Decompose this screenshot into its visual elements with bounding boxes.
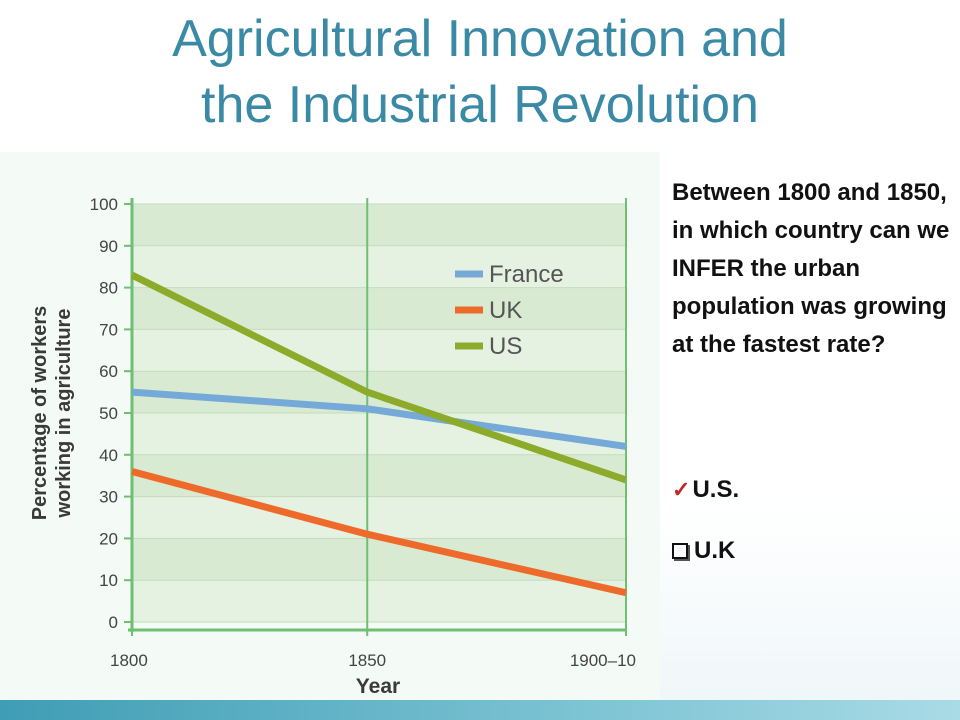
x-tick-label: 1850 <box>348 651 386 670</box>
y-tick-label: 50 <box>99 404 118 423</box>
y-axis-label-line: Percentage of workers <box>29 306 51 521</box>
y-tick-label: 40 <box>99 446 118 465</box>
option-label: U.K <box>694 537 736 564</box>
series-line-us <box>130 271 628 484</box>
series-line-uk <box>131 468 627 597</box>
line-chart: 0 10 20 30 40 50 60 70 80 90 100 1800 1850 1900–10 F… <box>29 195 636 698</box>
x-axis-label: Year <box>356 675 400 698</box>
y-tick-label: 20 <box>99 529 118 548</box>
plot-band <box>132 496 626 539</box>
option-label: U.S. <box>692 476 740 503</box>
answer-option-uk: U.K <box>672 537 735 565</box>
title-line-2: the Industrial Revolution <box>201 76 759 134</box>
check-icon: ✓ <box>672 477 691 502</box>
y-tick-label: 100 <box>90 195 118 214</box>
question-text: Between 1800 and 1850, in which country … <box>672 179 950 358</box>
y-tick-labels: 0 10 20 30 40 50 60 70 80 90 100 <box>90 195 118 632</box>
chart-series <box>130 271 628 597</box>
y-axis-label-line: working in agriculture <box>53 309 75 519</box>
y-axis-label: Percentage of workers working in agricult… <box>29 306 75 521</box>
x-tick-label: 1900–10 <box>570 651 636 670</box>
checkbox-icon <box>672 543 688 559</box>
y-tick-label: 90 <box>99 237 118 256</box>
plot-band <box>132 329 626 372</box>
plot-band <box>132 580 626 622</box>
y-tick-label: 70 <box>99 320 118 339</box>
x-tick-labels: 1800 1850 1900–10 <box>110 198 636 670</box>
y-tick-label: 30 <box>99 488 118 507</box>
legend-label: US <box>489 333 522 360</box>
chart-legend: France UK US <box>455 261 564 360</box>
legend-label: France <box>489 261 564 288</box>
answer-option-us: ✓U.S. <box>672 476 739 504</box>
plot-band <box>132 245 626 288</box>
y-tick-label: 80 <box>99 279 118 298</box>
y-tick-label: 10 <box>99 571 118 590</box>
y-tick-label: 0 <box>109 613 118 632</box>
y-tick-label: 60 <box>99 362 118 381</box>
x-tick-label: 1800 <box>110 651 148 670</box>
chart-panel: 0 10 20 30 40 50 60 70 80 90 100 1800 1850 1900–10 F… <box>0 152 660 700</box>
title-line-1: Agricultural Innovation and <box>172 10 788 68</box>
bottom-accent-band <box>0 700 960 720</box>
series-line-france <box>131 388 627 450</box>
legend-label: UK <box>489 297 522 324</box>
slide-title: Agricultural Innovation and the Industri… <box>0 6 960 138</box>
